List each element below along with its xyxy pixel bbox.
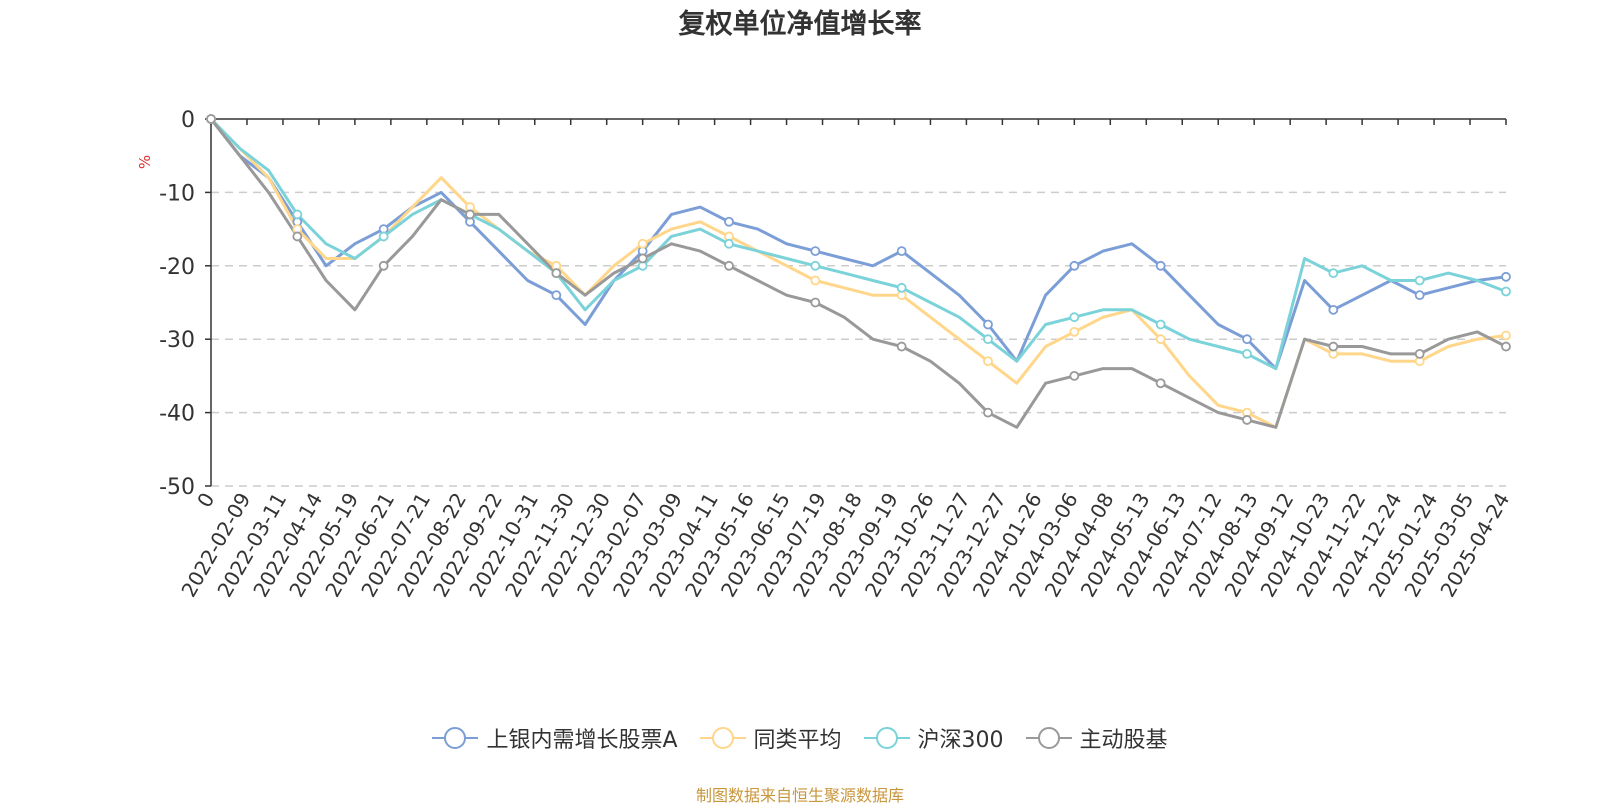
- data-point: [896, 282, 907, 293]
- x-tick-label: 0: [192, 489, 219, 512]
- series-markers: [206, 114, 1511, 425]
- data-point: [206, 114, 216, 124]
- legend-label: 同类平均: [753, 728, 842, 753]
- data-point: [637, 253, 648, 264]
- x-tick-labels: 02022-02-092022-03-112022-04-142022-05-1…: [176, 489, 1514, 602]
- data-point: [1155, 319, 1166, 330]
- data-point: [1328, 341, 1339, 352]
- series-line-0: [209, 118, 1507, 371]
- data-point: [724, 216, 734, 227]
- data-point: [1155, 378, 1166, 389]
- data-point: [1414, 275, 1425, 286]
- data-point: [724, 238, 734, 249]
- data-point: [896, 246, 907, 257]
- data-point: [465, 209, 475, 220]
- legend-marker-icon: [432, 727, 479, 749]
- data-point: [810, 297, 821, 308]
- legend-label: 沪深300: [917, 728, 1004, 753]
- legend-item[interactable]: 沪深300: [863, 722, 1004, 754]
- legend-item[interactable]: 主动股基: [1025, 722, 1168, 754]
- legend-item[interactable]: 上银内需增长股票A: [432, 722, 678, 754]
- data-point: [1414, 348, 1425, 359]
- y-axis-label: %: [136, 155, 154, 169]
- data-point: [1414, 290, 1425, 301]
- series-line-2: [209, 117, 1507, 371]
- data-point: [983, 334, 993, 345]
- legend: 上银内需增长股票A 同类平均 沪深300 主动股基: [0, 722, 1600, 754]
- y-tick-label: -50: [159, 475, 195, 500]
- chart-title: 复权单位净值增长率: [678, 9, 922, 40]
- data-point: [1069, 326, 1080, 337]
- data-point: [810, 275, 821, 286]
- data-point: [1069, 370, 1080, 381]
- data-point: [1328, 304, 1339, 315]
- data-point: [551, 268, 562, 279]
- data-point: [810, 246, 821, 257]
- data-point: [1328, 268, 1339, 279]
- data-point: [1155, 260, 1166, 271]
- data-point: [1501, 330, 1511, 341]
- data-point: [1501, 341, 1511, 352]
- data-point: [1501, 271, 1511, 282]
- data-point: [1069, 312, 1080, 323]
- legend-marker-icon: [1025, 727, 1072, 749]
- legend-marker-icon: [863, 727, 910, 749]
- data-point: [983, 356, 993, 367]
- data-point: [292, 209, 303, 220]
- data-point: [292, 231, 303, 242]
- data-point: [378, 231, 389, 242]
- data-point: [551, 290, 562, 301]
- y-tick-labels: 0 -10 -20 -30 -40 -50: [159, 108, 195, 500]
- data-point: [637, 238, 648, 249]
- y-tick-label: -20: [159, 255, 195, 280]
- series-line-3: [209, 118, 1507, 429]
- y-tick-label: -10: [159, 181, 195, 206]
- series-lines: [209, 117, 1507, 429]
- legend-label: 主动股基: [1079, 728, 1168, 753]
- legend-item[interactable]: 同类平均: [699, 722, 842, 754]
- data-point: [983, 319, 993, 330]
- data-point: [1242, 415, 1252, 425]
- data-source-note: 制图数据来自恒生聚源数据库: [695, 786, 904, 805]
- data-point: [896, 341, 907, 352]
- axes: [205, 118, 1507, 487]
- series-line-1: [209, 117, 1507, 429]
- data-point: [724, 260, 734, 271]
- data-point: [1242, 348, 1252, 359]
- data-point: [1069, 260, 1080, 271]
- y-tick-label: 0: [181, 108, 195, 133]
- data-point: [983, 407, 993, 418]
- y-tick-label: -40: [159, 402, 195, 427]
- data-point: [378, 260, 389, 271]
- y-tick-label: -30: [159, 328, 195, 353]
- data-point: [810, 260, 821, 271]
- legend-label: 上银内需增长股票A: [486, 728, 678, 753]
- data-point: [1155, 334, 1166, 345]
- data-point: [1501, 286, 1511, 297]
- legend-marker-icon: [699, 727, 746, 749]
- grid-lines: [211, 191, 1506, 487]
- data-point: [1242, 334, 1252, 345]
